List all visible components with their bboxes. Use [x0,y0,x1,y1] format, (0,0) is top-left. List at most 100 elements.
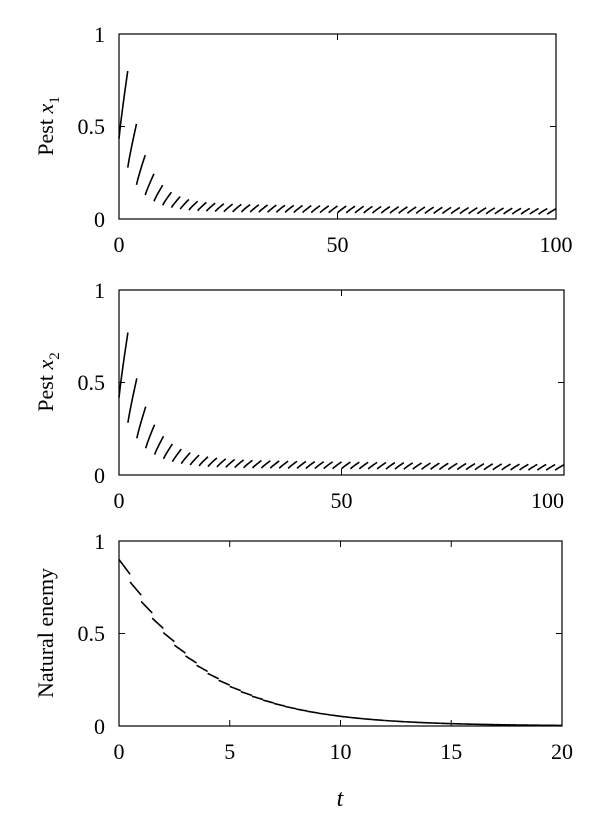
series-segment [395,720,407,723]
series-segment [529,207,539,215]
y-tick-label: 0.5 [78,370,106,395]
x-tick-labels: 0 50 100 [114,232,573,257]
series-segment [412,462,423,470]
series-segment [223,203,234,213]
y-axis-label-word: Pest [33,119,58,156]
series-segment [214,203,225,213]
series-segment [305,460,316,470]
series-segment [287,460,298,469]
series-segment [216,458,227,468]
y-tick-label: 1 [94,529,105,554]
series-segment [273,702,286,707]
series-segment [511,207,522,215]
x-tick-label: 100 [540,232,573,257]
y-tick-label: 0 [94,463,105,488]
y-tick-label: 1 [94,22,105,47]
series-segment [373,718,385,722]
series-segment [218,679,231,686]
series-segment [424,206,435,215]
series-segment [136,406,147,439]
series-segment [380,205,391,214]
x-tick-label: 0 [114,488,125,513]
series-segment [153,435,165,455]
x-tick-label: 100 [531,488,564,513]
series-segment [358,461,369,470]
series-segment [468,207,478,215]
series-natural-enemy [118,559,563,727]
series-segment [403,462,414,470]
series-segment [207,672,220,680]
series-segment [269,460,280,469]
series-segment [307,710,319,714]
series-segment [474,463,485,471]
series-pest-x1 [118,70,557,215]
series-segment [129,581,142,596]
series-segment [196,664,208,673]
y-tick-label: 0.5 [78,621,106,646]
x-tick-labels: 0 5 10 15 20 [114,739,574,764]
plot-frame [118,540,563,727]
series-segment [319,205,330,214]
series-segment [465,462,476,471]
series-segment [459,206,470,215]
series-segment [260,460,271,469]
y-axis-label-var: x [33,360,58,371]
series-segment [456,462,467,471]
y-axis-label: Pest x2 [33,352,63,411]
series-segment [262,699,275,704]
series-segment [180,452,191,465]
series-segment [527,463,538,471]
x-tick-labels: 0 50 100 [114,488,565,513]
series-segment [501,463,512,471]
y-tick-label: 0 [94,714,105,739]
series-segment [384,719,396,723]
series-segment [205,202,216,212]
series-segment [151,617,164,629]
series-segment [328,205,338,214]
series-segment [485,207,496,215]
series-segment [545,463,556,471]
series-segment [349,461,360,470]
series-segment [329,714,341,718]
y-tick-label: 1 [94,278,105,303]
series-segment [162,632,175,643]
y-tick-labels: 0 0.5 1 [78,529,106,739]
series-segment [296,460,307,470]
series-segment [284,705,297,710]
y-axis-label-sub: 1 [47,96,63,104]
series-segment [406,721,419,724]
series-segment [323,461,334,470]
y-axis-label: Natural enemy [33,568,58,698]
series-segment [232,203,242,213]
series-segment [394,462,405,470]
series-segment [188,200,199,211]
y-tick-labels: 0 0.5 1 [78,278,106,488]
series-segment [415,206,426,214]
series-segment [519,463,529,471]
series-segment [417,721,430,724]
series-segment [267,204,277,213]
series-segment [189,454,200,466]
series-segment [240,203,251,213]
x-tick-label: 0 [114,232,125,257]
series-segment [170,196,181,209]
series-segment [140,600,153,614]
series-segment [389,206,400,214]
series-segment [492,463,503,471]
series-segment [135,154,146,185]
series-segment [162,443,174,460]
series-segment [398,206,408,214]
x-axis-label: t [337,786,345,812]
series-segment [207,457,218,468]
x-tick-label: 20 [551,739,573,764]
series-segment [118,70,129,139]
y-tick-label: 0 [94,207,105,232]
plot-frame [118,33,557,220]
y-axis-label-var: x [33,104,58,115]
series-segment [314,461,325,470]
x-tick-label: 0 [114,739,125,764]
tick-marks [118,540,563,727]
y-tick-labels: 0 0.5 1 [78,22,106,232]
tick-marks [118,33,557,220]
panel-natural-enemy: 0 5 10 15 20 0 0.5 1 Natural enemy t [33,529,573,812]
